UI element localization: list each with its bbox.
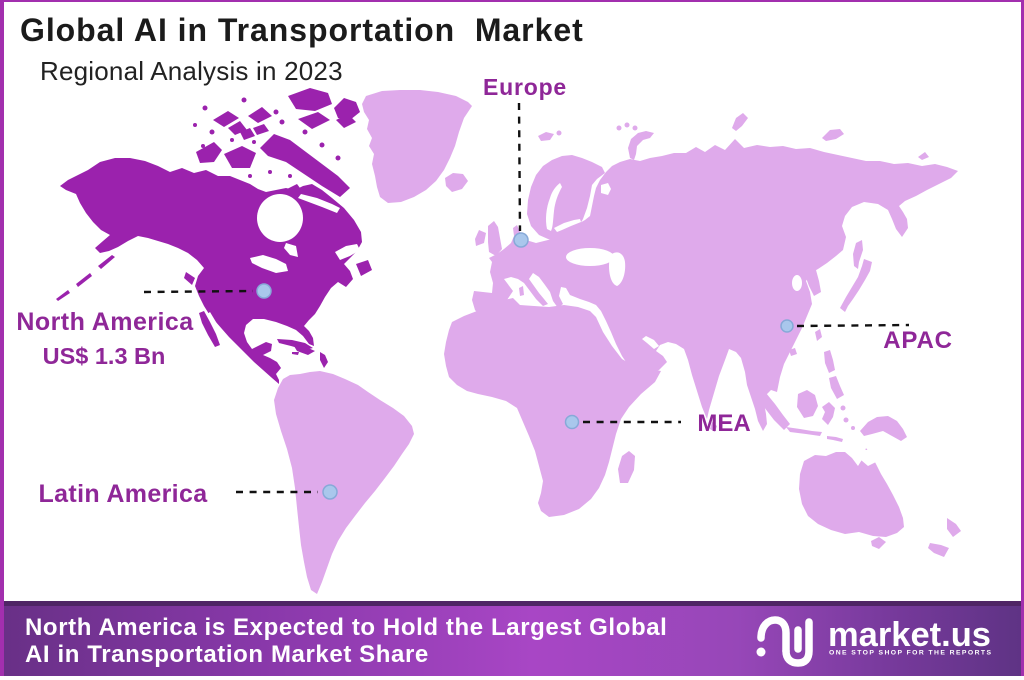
svg-text:ONE STOP SHOP FOR THE REPORTS: ONE STOP SHOP FOR THE REPORTS [829,650,991,657]
svg-text:Europe: Europe [483,74,567,100]
svg-text:Latin America: Latin America [39,480,209,508]
svg-text:MEA: MEA [697,410,750,437]
svg-text:APAC: APAC [883,327,952,354]
svg-text:US$ 1.3 Bn: US$ 1.3 Bn [43,343,166,369]
svg-text:market.us: market.us [828,616,991,654]
svg-text:North America: North America [16,308,194,336]
